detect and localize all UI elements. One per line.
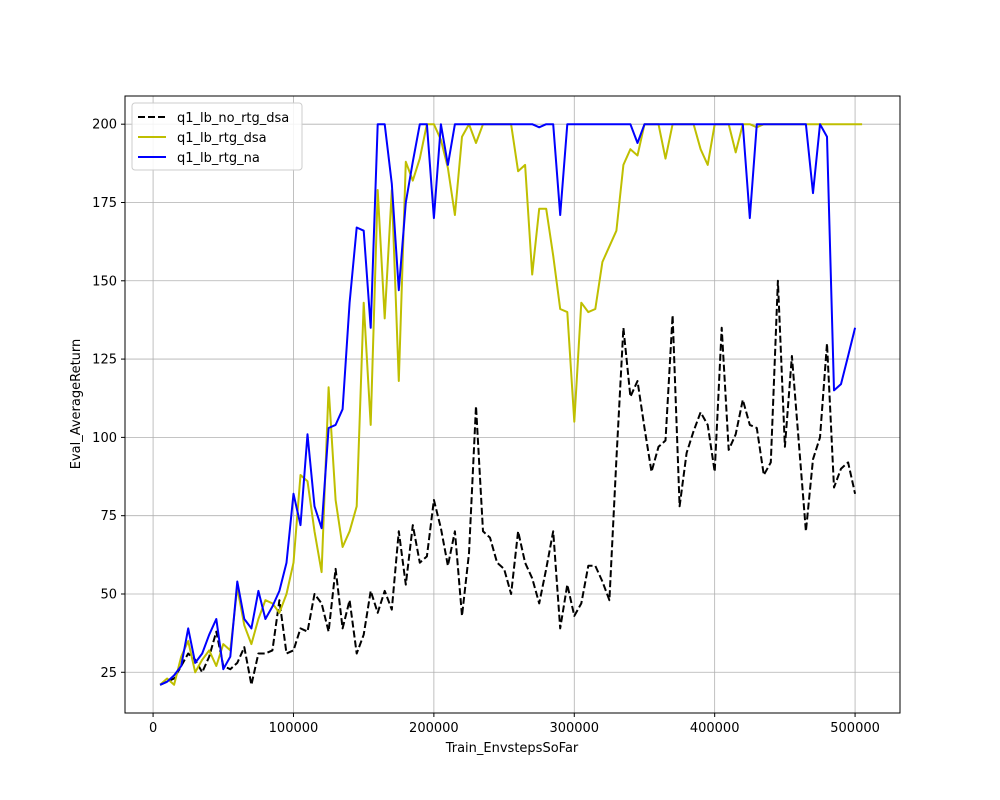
series-line-q1-lb-rtg-na (159, 123, 857, 686)
y-axis-ticks: 25 50 75 100 125 150 175 200 (92, 118, 125, 681)
y-tick-label: 200 (92, 118, 117, 133)
y-tick-label: 50 (100, 587, 117, 602)
legend-label: q1_lb_no_rtg_dsa (177, 111, 289, 126)
plot-area-frame (124, 95, 901, 714)
x-tick-label: 200000 (409, 721, 459, 736)
x-tick-label: 500000 (830, 721, 880, 736)
y-tick-label: 25 (100, 666, 117, 681)
series-lines (159, 123, 863, 686)
y-tick-label: 125 (92, 353, 117, 368)
legend-label: q1_lb_rtg_dsa (177, 131, 267, 146)
x-tick-label: 100000 (269, 721, 319, 736)
series-line-q1-lb-no-rtg-dsa (159, 279, 857, 686)
legend-box (131, 102, 303, 171)
y-tick-label: 150 (92, 274, 117, 289)
x-axis-label: Train_EnvstepsSoFar (445, 741, 579, 756)
legend-label: q1_lb_rtg_na (177, 151, 260, 166)
x-axis-ticks: 0 100000 200000 300000 400000 500000 (149, 713, 880, 736)
x-tick-label: 400000 (690, 721, 740, 736)
y-axis-label: Eval_AverageReturn (69, 339, 84, 470)
y-tick-label: 75 (100, 509, 117, 524)
legend: q1_lb_no_rtg_dsa q1_lb_rtg_dsa q1_lb_rtg_n… (131, 102, 303, 171)
y-tick-label: 100 (92, 431, 117, 446)
y-tick-label: 175 (92, 196, 117, 211)
x-tick-label: 0 (149, 721, 157, 736)
x-tick-label: 300000 (549, 721, 599, 736)
